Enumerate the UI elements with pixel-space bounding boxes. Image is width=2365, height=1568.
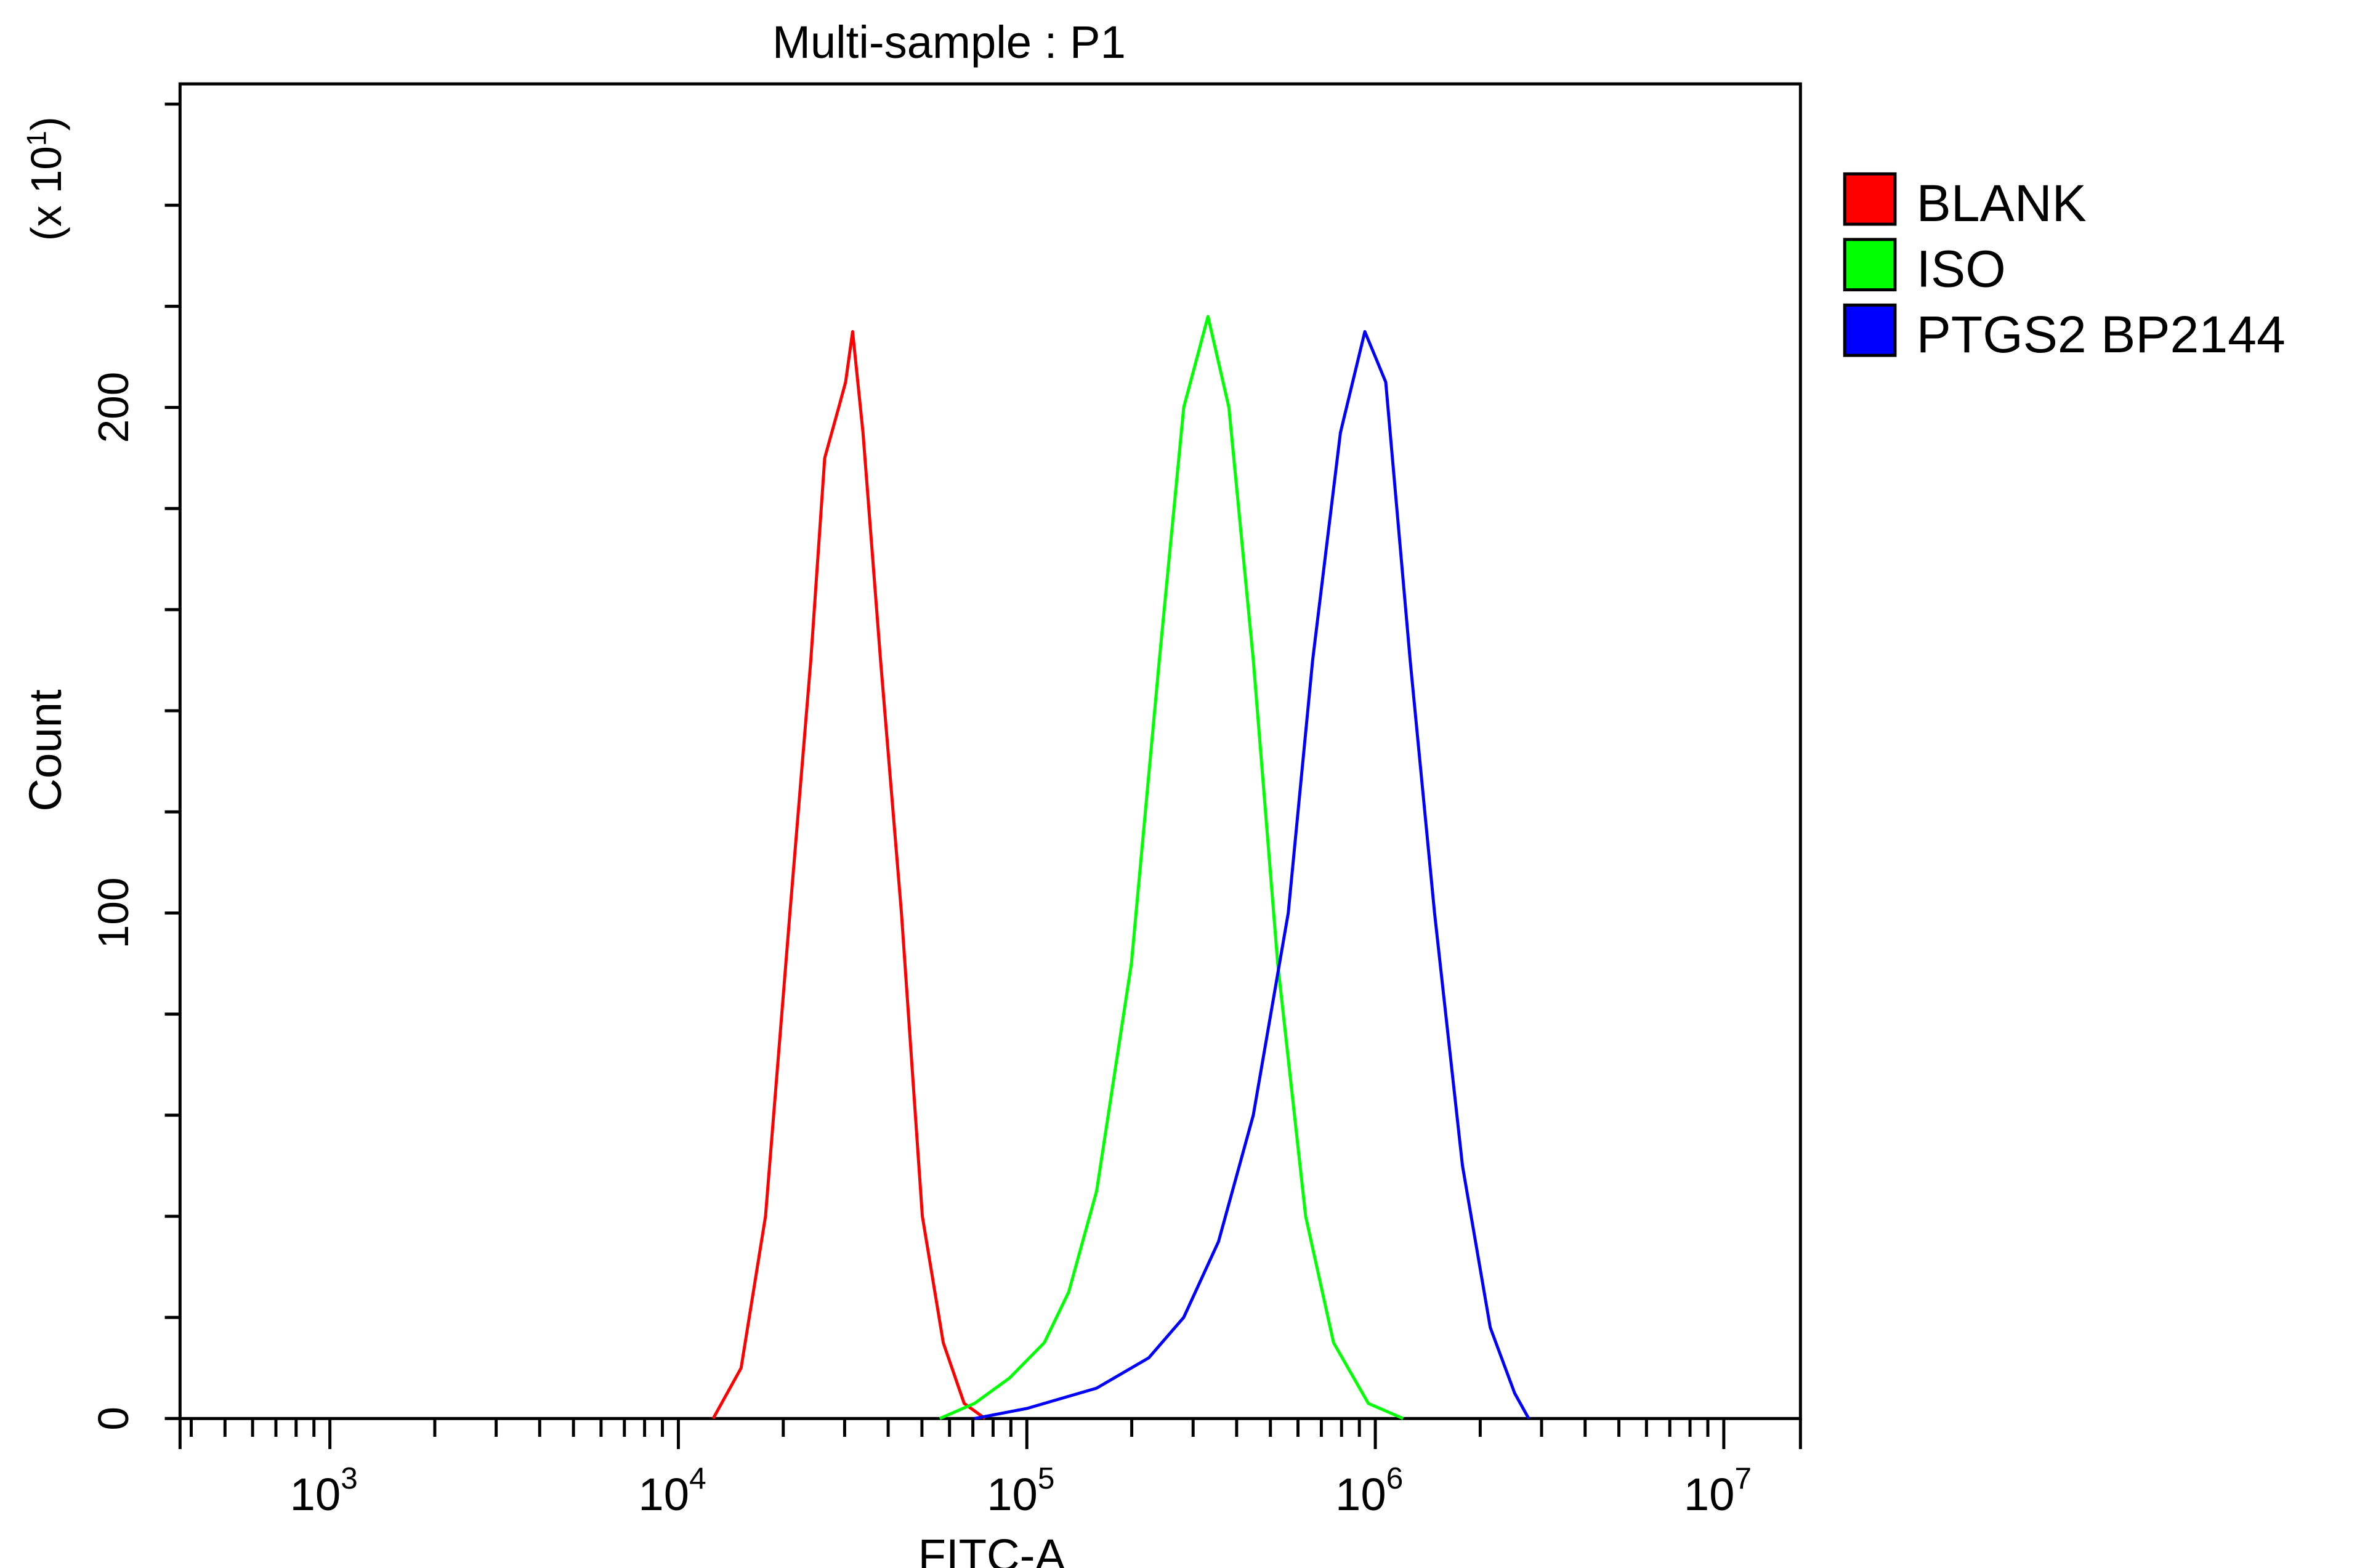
legend-swatch bbox=[1843, 172, 1897, 226]
y-axis-label: Count bbox=[20, 689, 71, 812]
series-line-iso bbox=[939, 315, 1404, 1420]
x-tick-label: 107 bbox=[1684, 1461, 1752, 1520]
x-tick-label: 103 bbox=[290, 1461, 358, 1520]
series-line-blank bbox=[711, 329, 986, 1420]
series-line-ptgs2-bp2144 bbox=[974, 329, 1530, 1420]
legend-label: PTGS2 BP2144 bbox=[1917, 305, 2286, 363]
legend-label: ISO bbox=[1917, 240, 2006, 298]
x-axis: 103 104 105 106 107 bbox=[178, 1418, 1802, 1520]
legend-swatch bbox=[1843, 303, 1897, 357]
x-tick-label: 104 bbox=[638, 1461, 706, 1520]
legend: BLANK ISO PTGS2 BP2144 bbox=[1843, 172, 2286, 363]
x-tick-label: 105 bbox=[987, 1461, 1054, 1520]
legend-label: BLANK bbox=[1917, 174, 2087, 232]
x-axis-label: FITC-A bbox=[918, 1530, 1066, 1568]
y-tick-label: 100 bbox=[89, 878, 137, 949]
y-multiplier-label: (x 101) bbox=[22, 116, 70, 241]
series-lines bbox=[711, 315, 1530, 1420]
y-tick-label: 200 bbox=[89, 372, 137, 443]
chart-title: Multi-sample : P1 bbox=[772, 17, 1126, 68]
plot-area bbox=[178, 82, 1802, 1420]
y-tick-label: 0 bbox=[89, 1407, 137, 1431]
x-tick-label: 106 bbox=[1335, 1461, 1403, 1520]
legend-swatch bbox=[1843, 238, 1897, 292]
y-axis: 0 100 200 bbox=[89, 102, 180, 1431]
